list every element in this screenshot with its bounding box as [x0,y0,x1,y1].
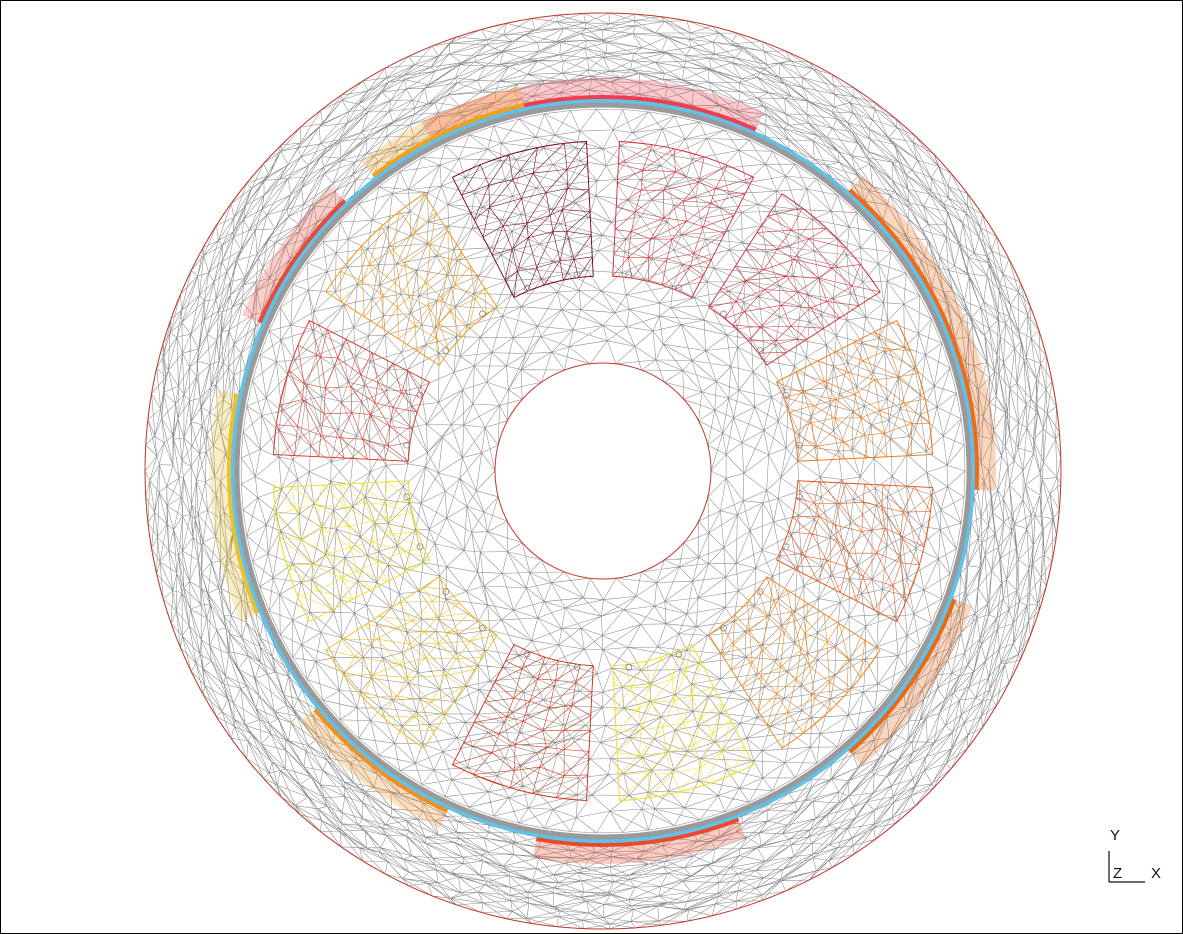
winding-zone-mesh [708,193,881,366]
tooth-tip [442,347,450,354]
tooth-tip [573,663,581,671]
tooth-tip [795,493,803,501]
y-axis-label: Y [1110,827,1121,844]
tooth-tip [782,543,790,551]
magnet-edge [535,817,740,847]
winding-zone-mesh [776,320,933,462]
tooth-tip [442,588,450,595]
airgap-core [234,102,972,840]
winding-zone-mesh [776,480,933,622]
magnet-segment [300,707,449,829]
winding-zone-mesh [325,576,498,749]
shaft-boundary [494,362,712,580]
magnet-edge [227,393,260,615]
winding-zone-mesh [612,141,754,298]
magnet-edge [848,598,957,754]
tooth-tip [720,310,727,318]
tooth-tip [523,650,531,658]
region-boundaries [144,12,1062,930]
tooth-tip [479,624,486,632]
magnet-edge [848,188,979,490]
winding-zone-mesh [452,141,594,298]
outer-boundary [144,12,1062,930]
airgap-outer [231,99,975,843]
tooth-tip [523,284,531,292]
winding-zone-mesh [708,576,881,749]
winding-zone [451,140,594,299]
tooth-tip [675,650,683,658]
winding-zone-mesh [273,480,430,622]
winding-zone-mesh [325,193,498,366]
airgap-ring [231,99,975,843]
tooth-tip [625,663,633,671]
tooth-tip [756,588,764,595]
tooth-tip [720,624,727,632]
magnet-edge [257,199,347,324]
magnet-segment [421,78,764,142]
tooth-tip [675,284,683,292]
magnet-segment [532,816,746,864]
tooth-tip [782,391,790,399]
tooth-tip [479,310,486,318]
x-axis-label: X [1151,865,1162,882]
tooth-tip [416,391,424,399]
winding-zone-mesh [273,320,430,462]
winding-zone-mesh [612,644,754,801]
magnet-segment [361,86,525,179]
axis-triad-lines [1108,851,1145,883]
magnet-segment [847,598,973,767]
axis-triad: Y Z X [1101,823,1171,893]
magnet-edge [313,708,449,813]
tooth-tip [756,347,764,354]
tooth-tip [416,543,424,551]
z-axis-label: Z [1113,865,1123,882]
tooth-tip [403,441,411,449]
magnet-segment [242,186,347,324]
magnet-arcs [210,78,996,864]
winding-zone [708,576,881,749]
winding-zones [272,140,934,802]
magnet-segment [847,175,996,491]
magnet-segment [210,389,261,621]
tooth-tip [795,441,803,449]
winding-zone-mesh [452,644,594,801]
tooth-tip [403,493,411,501]
tooth-tip [625,271,633,279]
tooth-tip [573,271,581,279]
magnet-edge [371,103,525,178]
